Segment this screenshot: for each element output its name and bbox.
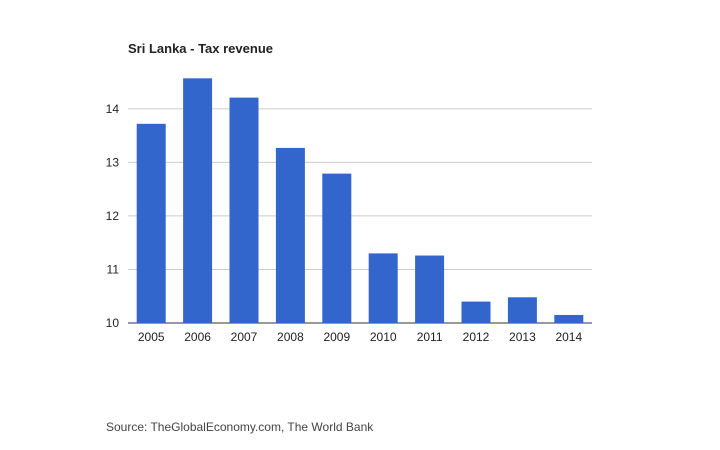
bar-2007: [229, 97, 259, 323]
bar-2008: [275, 147, 305, 323]
bar-2014: [554, 314, 584, 323]
chart-title: Sri Lanka - Tax revenue: [128, 41, 273, 56]
x-tick-label: 2008: [277, 330, 304, 344]
bar-2013: [507, 297, 537, 323]
bar-2009: [322, 173, 352, 323]
x-tick-label: 2014: [555, 330, 582, 344]
x-tick-label: 2012: [463, 330, 490, 344]
x-tick-label: 2013: [509, 330, 536, 344]
bar-2006: [183, 78, 213, 324]
x-tick-label: 2005: [138, 330, 165, 344]
y-tick-label: 14: [106, 102, 120, 116]
x-tick-label: 2010: [370, 330, 397, 344]
bar-2005: [136, 123, 166, 323]
x-tick-label: 2011: [417, 330, 443, 344]
source-note: Source: TheGlobalEconomy.com, The World …: [106, 420, 374, 434]
y-tick-label: 10: [106, 316, 120, 330]
x-tick-label: 2009: [323, 330, 350, 344]
bar-2010: [368, 253, 398, 323]
y-tick-label: 11: [107, 262, 120, 276]
x-axis-ticks: 2005 2006 2007 2008 2009 2010 2011 2012 2013 2014: [138, 330, 583, 344]
bar-2012: [461, 301, 491, 323]
y-tick-label: 13: [106, 155, 120, 169]
x-tick-label: 2006: [184, 330, 211, 344]
x-tick-label: 2007: [231, 330, 258, 344]
bars: [136, 78, 584, 324]
y-tick-label: 12: [106, 209, 120, 223]
bar-2011: [415, 255, 445, 323]
y-axis-ticks: 10 11 12 13 14: [106, 102, 120, 330]
